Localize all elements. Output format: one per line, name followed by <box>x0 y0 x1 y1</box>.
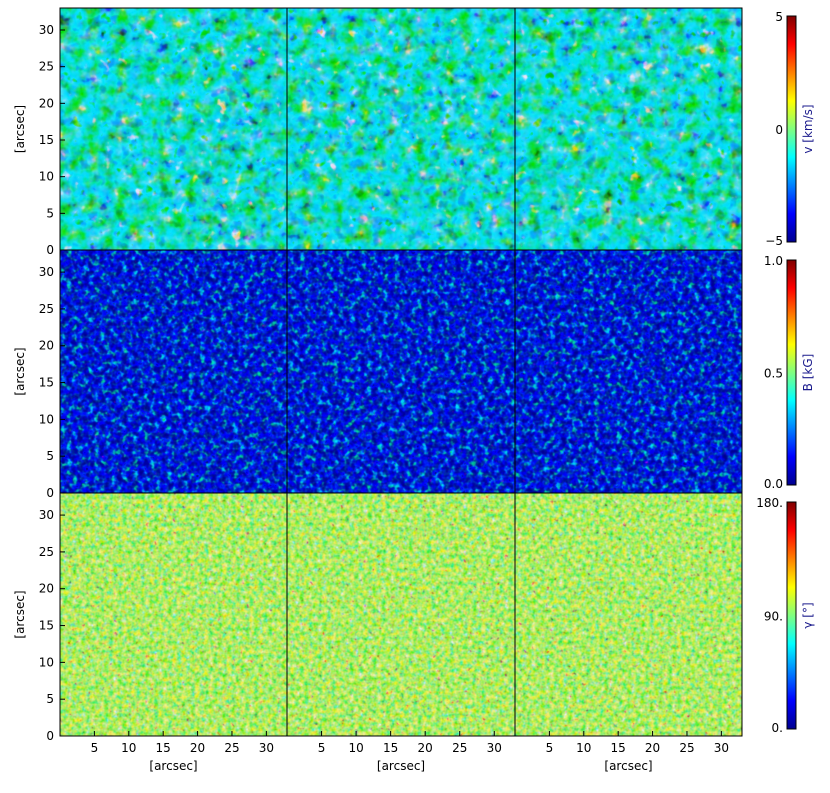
y-tick-label: 15 <box>39 376 54 390</box>
y-tick-label: 5 <box>46 692 54 706</box>
colorbar-field-strength <box>786 259 797 486</box>
panel-frame <box>514 492 743 737</box>
x-tick-label: 5 <box>91 741 99 755</box>
map-panel-inclination-3 <box>515 493 742 736</box>
y-tick-label: 0 <box>46 486 54 500</box>
x-tick-label: 10 <box>121 741 136 755</box>
x-tick-label: 15 <box>156 741 171 755</box>
map-panel-velocity-2 <box>287 8 515 250</box>
y-tick-label: 0 <box>46 729 54 743</box>
x-tick-label: 25 <box>679 741 694 755</box>
colorbar-tick-label: 0.0 <box>764 477 783 491</box>
map-panel-field-strength-1 <box>60 250 287 493</box>
colorbar-tick-label: 180. <box>756 496 783 510</box>
x-tick-label: 20 <box>645 741 660 755</box>
colorbar-tick-label: 1.0 <box>764 254 783 268</box>
y-tick-label: 30 <box>39 508 54 522</box>
map-panel-velocity-1 <box>60 8 287 250</box>
y-axis-label: [arcsec] <box>13 590 27 638</box>
y-tick-label: 25 <box>39 302 54 316</box>
y-tick-label: 20 <box>39 582 54 596</box>
colorbar-tick-label: 90. <box>764 610 783 624</box>
x-tick-label: 15 <box>383 741 398 755</box>
y-tick-label: 10 <box>39 170 54 184</box>
x-tick-label: 10 <box>348 741 363 755</box>
x-tick-label: 15 <box>611 741 626 755</box>
y-tick-label: 10 <box>39 412 54 426</box>
x-tick-label: 25 <box>224 741 239 755</box>
colorbar-velocity <box>786 15 797 243</box>
colorbar-label: γ [°] <box>801 602 815 628</box>
x-axis-label: [arcsec] <box>149 759 197 773</box>
y-tick-label: 25 <box>39 545 54 559</box>
map-panel-field-strength-2 <box>287 250 515 493</box>
x-tick-label: 30 <box>487 741 502 755</box>
y-axis-label: [arcsec] <box>13 105 27 153</box>
colorbar-inclination <box>786 501 797 730</box>
x-tick-label: 30 <box>259 741 274 755</box>
x-axis-label: [arcsec] <box>377 759 425 773</box>
map-panel-inclination-1 <box>60 493 287 736</box>
y-tick-label: 10 <box>39 655 54 669</box>
y-tick-label: 5 <box>46 449 54 463</box>
x-tick-label: 25 <box>452 741 467 755</box>
colorbar-tick-label: −5 <box>765 234 783 248</box>
x-tick-label: 5 <box>546 741 554 755</box>
y-tick-label: 20 <box>39 339 54 353</box>
y-axis-label: [arcsec] <box>13 347 27 395</box>
y-tick-label: 25 <box>39 60 54 74</box>
colorbar-tick-label: 0 <box>775 123 783 137</box>
x-tick-label: 10 <box>576 741 591 755</box>
y-tick-label: 15 <box>39 133 54 147</box>
y-tick-label: 30 <box>39 23 54 37</box>
x-axis-label: [arcsec] <box>604 759 652 773</box>
y-tick-label: 0 <box>46 243 54 257</box>
map-panel-inclination-2 <box>287 493 515 736</box>
y-tick-label: 5 <box>46 206 54 220</box>
colorbar-tick-label: 0. <box>772 721 783 735</box>
x-tick-label: 20 <box>418 741 433 755</box>
colorbar-label: v [km/s] <box>801 104 815 153</box>
x-tick-label: 30 <box>714 741 729 755</box>
x-tick-label: 20 <box>190 741 205 755</box>
map-panel-field-strength-3 <box>515 250 742 493</box>
map-panel-velocity-3 <box>515 8 742 250</box>
y-tick-label: 30 <box>39 265 54 279</box>
colorbar-label: B [kG] <box>801 354 815 392</box>
y-tick-label: 20 <box>39 96 54 110</box>
x-tick-label: 5 <box>318 741 326 755</box>
colorbar-tick-label: 5 <box>775 10 783 24</box>
colorbar-tick-label: 0.5 <box>764 367 783 381</box>
y-tick-label: 15 <box>39 619 54 633</box>
